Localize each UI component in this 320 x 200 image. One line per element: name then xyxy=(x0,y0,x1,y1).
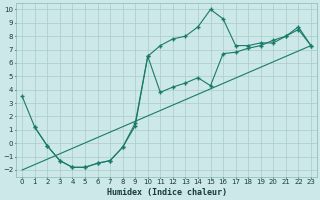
X-axis label: Humidex (Indice chaleur): Humidex (Indice chaleur) xyxy=(107,188,227,197)
